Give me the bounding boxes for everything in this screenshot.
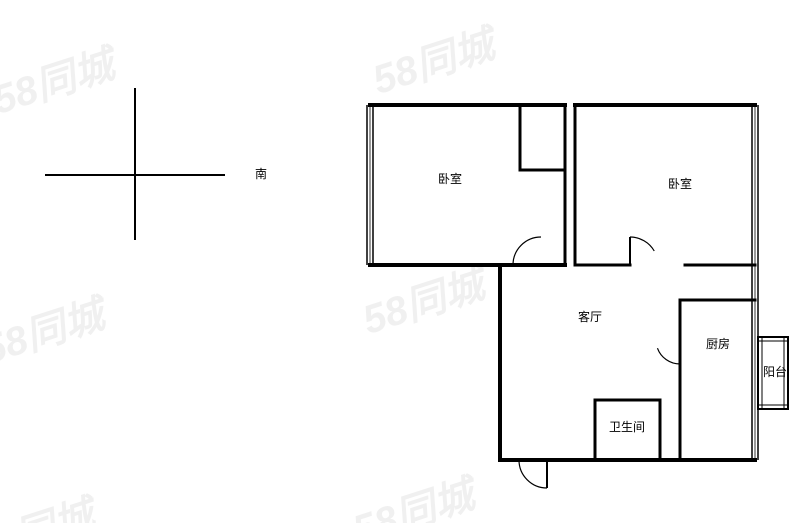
door-arc xyxy=(657,348,680,364)
room-label: 厨房 xyxy=(706,336,730,351)
compass-label: 南 xyxy=(255,166,267,181)
room-label: 卧室 xyxy=(668,176,692,191)
windows xyxy=(367,105,758,460)
labels: 卧室 卧室客厅卫生间 厨房阳台 xyxy=(438,171,787,434)
room-label: 阳台 xyxy=(763,364,787,379)
room-label: 客厅 xyxy=(578,309,602,324)
door-arc xyxy=(630,237,654,251)
room-label: 卧室 xyxy=(438,171,462,186)
floor-plan-canvas: 南卧室卧室客厅卫生间厨房阳台 xyxy=(0,0,800,523)
room-label: 卫生间 xyxy=(609,420,645,434)
walls xyxy=(370,105,755,460)
door-arc xyxy=(519,460,547,488)
compass: 南 xyxy=(45,88,267,240)
door-arc xyxy=(513,237,541,265)
